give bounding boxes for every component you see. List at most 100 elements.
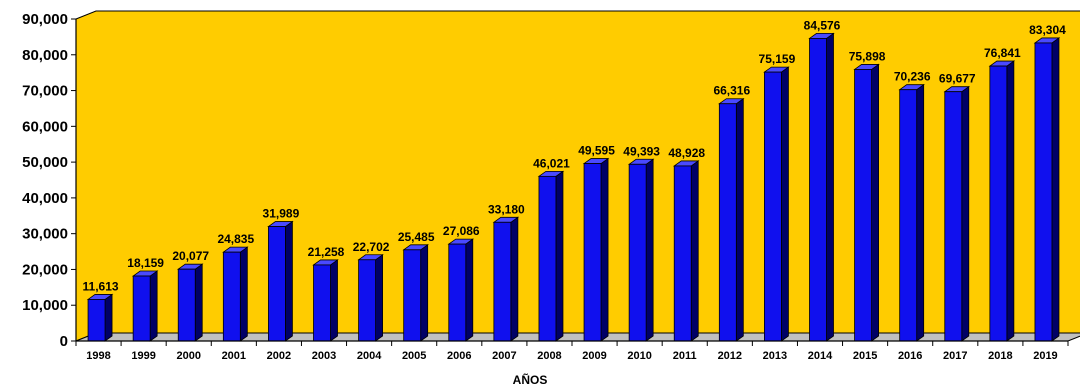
y-tick-label: 90,000 xyxy=(22,11,68,28)
x-tick-label: 1999 xyxy=(131,350,155,362)
bar-value-label: 27,086 xyxy=(443,224,480,238)
x-tick-label: 2011 xyxy=(673,350,697,362)
bar-front xyxy=(313,264,331,342)
bar xyxy=(402,244,429,342)
x-tick-label: 2004 xyxy=(357,350,382,362)
bar-front xyxy=(222,251,241,342)
bar-front xyxy=(358,259,376,342)
x-tick-label: 2018 xyxy=(988,350,1012,362)
bar xyxy=(988,60,1016,342)
bar xyxy=(267,220,294,342)
x-tick-label: 2012 xyxy=(718,350,742,362)
x-tick-label: 2003 xyxy=(312,350,336,362)
bar-side xyxy=(781,66,789,342)
bar-side xyxy=(149,270,158,342)
bar-value-label: 66,316 xyxy=(713,84,750,98)
bar-series: 11,613 18,159 20,077 24,835 31,989 21,258 22,7… xyxy=(83,18,1066,342)
bar-side xyxy=(555,170,564,342)
bar-front xyxy=(854,69,872,342)
y-tick-label: 20,000 xyxy=(22,261,68,278)
bar xyxy=(131,270,159,342)
bar-side xyxy=(735,97,744,342)
bar xyxy=(176,263,204,342)
bar-value-label: 83,304 xyxy=(1029,23,1066,37)
bar xyxy=(86,293,114,342)
y-tick-label: 70,000 xyxy=(22,83,68,100)
bar-value-label: 70,236 xyxy=(894,70,931,84)
bar xyxy=(672,160,700,342)
x-tick-label: 1998 xyxy=(86,350,110,362)
y-tick-label: 50,000 xyxy=(22,154,68,171)
y-tick-label: 0 xyxy=(60,333,68,350)
bar-front xyxy=(448,243,467,342)
bar-value-label: 22,702 xyxy=(353,240,390,254)
bar-value-label: 33,180 xyxy=(488,202,525,216)
bar-value-label: 25,485 xyxy=(398,230,435,244)
x-tick-label: 2008 xyxy=(537,350,561,362)
bar-value-label: 84,576 xyxy=(804,18,841,32)
x-tick-label: 2013 xyxy=(763,350,787,362)
bar-side xyxy=(330,259,338,342)
bar-side xyxy=(510,216,519,342)
y-tick-label: 30,000 xyxy=(22,226,68,243)
x-tick-label: 2006 xyxy=(447,350,471,362)
bar-value-label: 75,898 xyxy=(849,49,886,63)
bar-value-label: 69,677 xyxy=(939,72,976,86)
bar-side xyxy=(420,244,429,342)
bar xyxy=(853,63,880,342)
bar-front xyxy=(899,89,918,342)
bar-side xyxy=(194,263,203,342)
x-tick-label: 2010 xyxy=(627,350,651,362)
bar-front xyxy=(944,91,963,342)
bar-side xyxy=(871,63,879,342)
bar-side xyxy=(1051,37,1060,342)
bar xyxy=(537,170,565,342)
bar xyxy=(492,216,520,342)
bar-front xyxy=(493,221,512,342)
bar xyxy=(808,32,835,342)
bar-value-label: 49,393 xyxy=(623,144,660,158)
bar-side xyxy=(285,220,293,342)
x-tick-label: 2016 xyxy=(898,350,922,362)
bar-front xyxy=(177,268,196,342)
bar xyxy=(763,66,790,342)
x-tick-label: 2007 xyxy=(492,350,516,362)
bar-side xyxy=(645,158,654,342)
bar-side xyxy=(239,246,248,342)
x-axis-title: AÑOS xyxy=(513,372,548,387)
x-tick-label: 2014 xyxy=(808,350,833,362)
bar-side xyxy=(600,157,609,342)
bar-front xyxy=(268,226,286,342)
bar-value-label: 18,159 xyxy=(127,256,164,270)
bar-value-label: 20,077 xyxy=(172,249,209,263)
x-tick-label: 2015 xyxy=(853,350,877,362)
bar-value-label: 76,841 xyxy=(984,46,1021,60)
bar-front xyxy=(764,71,782,342)
bar-value-label: 75,159 xyxy=(759,52,796,66)
x-tick-label: 2005 xyxy=(402,350,426,362)
bar-value-label: 31,989 xyxy=(263,207,300,221)
y-tick-label: 80,000 xyxy=(22,47,68,64)
bar-side xyxy=(1006,60,1015,342)
bar-front xyxy=(628,163,647,342)
bar-side xyxy=(375,254,383,342)
bar xyxy=(718,97,745,342)
bar xyxy=(627,158,655,342)
bar-front xyxy=(673,165,692,342)
bar-front xyxy=(87,299,106,342)
bar-front xyxy=(583,163,602,342)
bar xyxy=(357,254,384,342)
x-tick-label: 2017 xyxy=(943,350,967,362)
bar-front xyxy=(132,275,151,342)
bar-front xyxy=(809,38,827,342)
bar xyxy=(943,85,971,342)
x-axis: 1998 1999 2000 2001 2002 2003 2004 2005 2006 2007… xyxy=(75,340,1069,362)
bar-value-label: 48,928 xyxy=(668,146,705,160)
bar-front xyxy=(403,249,422,342)
y-tick-label: 40,000 xyxy=(22,190,68,207)
bar xyxy=(312,259,339,342)
bar-side xyxy=(690,160,699,342)
x-tick-label: 2002 xyxy=(267,350,291,362)
bar-value-label: 21,258 xyxy=(308,245,345,259)
